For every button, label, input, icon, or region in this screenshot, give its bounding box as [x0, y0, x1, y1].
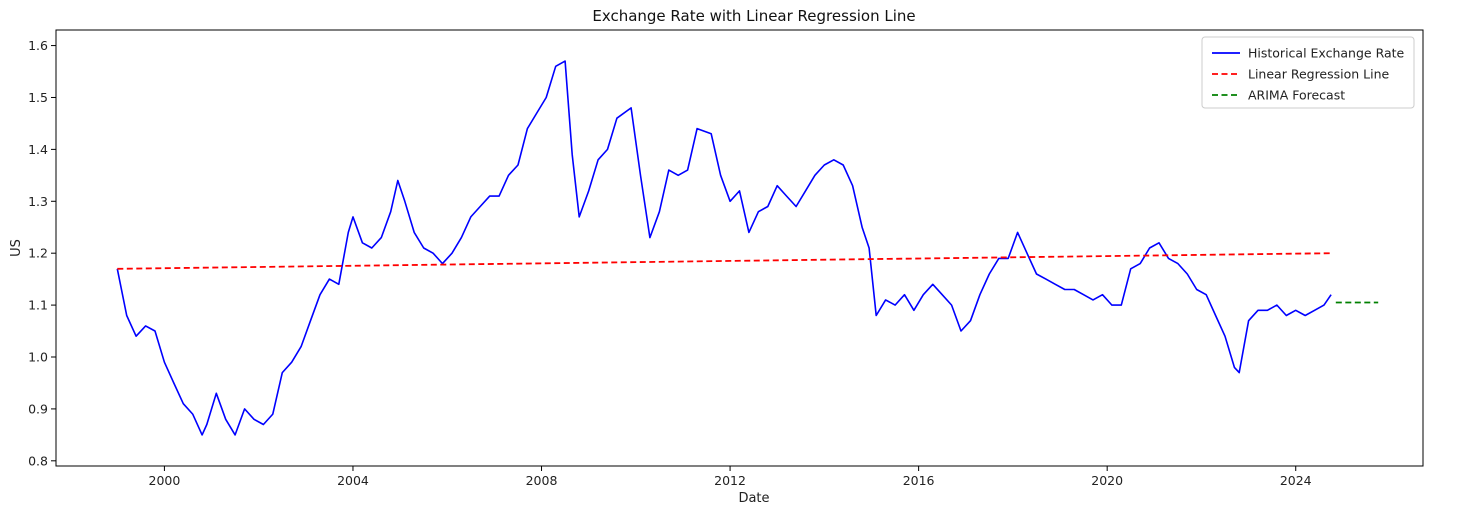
x-tick-label: 2016	[903, 473, 935, 488]
legend: Historical Exchange Rate Linear Regressio…	[1201, 36, 1415, 109]
x-tick-label: 2024	[1280, 473, 1312, 488]
x-tick-label: 2012	[714, 473, 746, 488]
series-line-linear-regression-line	[117, 252, 1332, 270]
legend-box	[1201, 36, 1415, 109]
series-line-historical-exchange-rate	[116, 60, 1332, 436]
x-tick-label: 2000	[149, 473, 181, 488]
chart-title: Exchange Rate with Linear Regression Lin…	[592, 7, 915, 25]
y-axis-title: US	[9, 239, 24, 257]
x-axis-title: Date	[738, 491, 769, 506]
y-tick-label: 1.2	[28, 246, 48, 261]
y-tick-label: 1.3	[28, 194, 48, 209]
y-tick-label: 1.6	[28, 38, 48, 53]
y-tick-label: 1.0	[28, 350, 48, 365]
legend-label: Historical Exchange Rate	[1248, 46, 1405, 61]
y-tick-label: 0.9	[28, 401, 48, 416]
x-tick-label: 2004	[337, 473, 369, 488]
series-layer	[116, 60, 1379, 436]
legend-label: ARIMA Forecast	[1248, 88, 1345, 103]
y-tick-label: 1.1	[28, 298, 48, 313]
y-axis: 0.8 0.9 1.0 1.1 1.2 1.3 1.4 1.5 1.6	[28, 38, 56, 468]
legend-label: Linear Regression Line	[1248, 67, 1390, 82]
y-tick-label: 0.8	[28, 453, 48, 468]
x-tick-label: 2020	[1091, 473, 1123, 488]
x-tick-label: 2008	[526, 473, 558, 488]
y-tick-label: 1.4	[28, 142, 48, 157]
plot-frame	[55, 29, 1424, 467]
y-tick-label: 1.5	[28, 90, 48, 105]
x-axis: 2000 2004 2008 2012 2016 2020 2024	[149, 466, 1312, 488]
